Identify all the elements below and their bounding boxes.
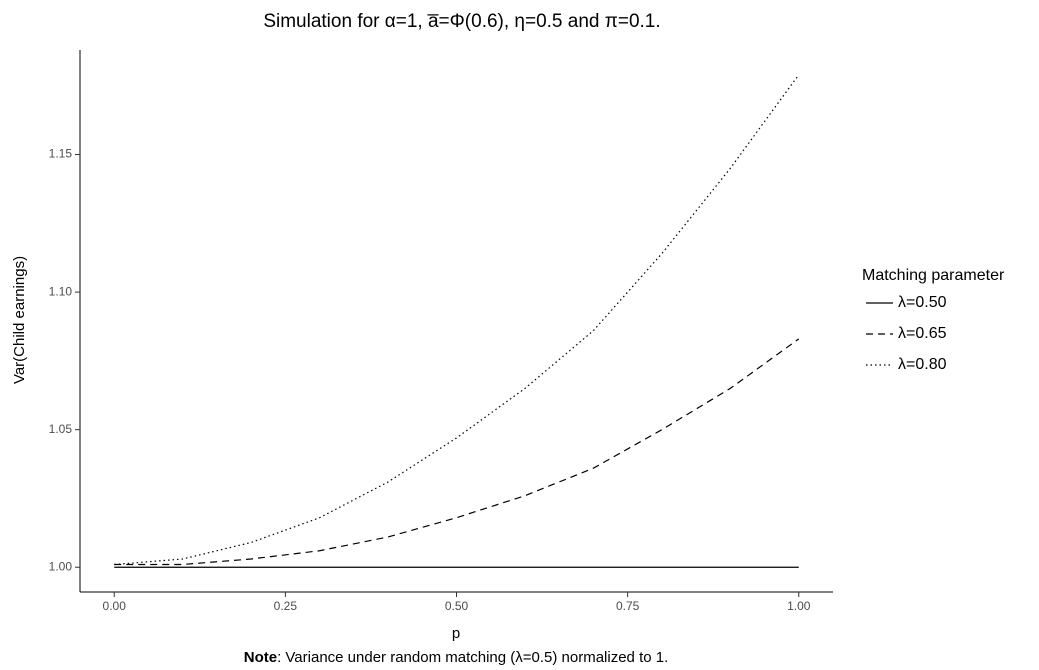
- y-tick-label: 1.00: [49, 559, 73, 573]
- chart-title: Simulation for α=1, a̅=Φ(0.6), η=0.5 and…: [263, 11, 660, 32]
- note: Note: Variance under random matching (λ=…: [244, 649, 669, 666]
- legend-title: Matching parameter: [862, 267, 1005, 284]
- legend-label: λ=0.50: [898, 294, 947, 311]
- y-tick-label: 1.10: [49, 284, 73, 298]
- note-text: : Variance under random matching (λ=0.5)…: [277, 649, 668, 666]
- series-line: [114, 338, 800, 566]
- y-tick-label: 1.15: [49, 147, 73, 161]
- x-tick-label: 0.00: [103, 599, 127, 613]
- x-tick-label: 0.50: [445, 599, 469, 613]
- x-tick-label: 0.25: [274, 599, 298, 613]
- x-tick-label: 1.00: [787, 599, 811, 613]
- x-axis-title: p: [452, 625, 460, 642]
- legend-label: λ=0.65: [898, 325, 947, 342]
- x-tick-label: 0.75: [616, 599, 640, 613]
- note-label: Note: [244, 649, 277, 666]
- series-line: [114, 74, 800, 566]
- y-tick-label: 1.05: [49, 422, 73, 436]
- legend-label: λ=0.80: [898, 356, 947, 373]
- y-axis-title: Var(Child earnings): [11, 256, 28, 384]
